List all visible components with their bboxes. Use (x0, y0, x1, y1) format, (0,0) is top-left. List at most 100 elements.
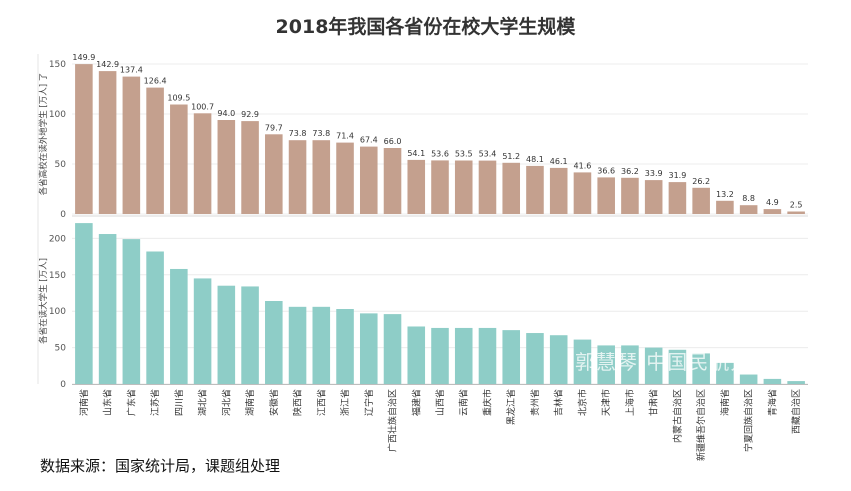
bar (288, 306, 307, 384)
data-label: 26.2 (692, 177, 710, 186)
x-tick-label: 黑龙江省 (505, 389, 517, 425)
data-label: 8.8 (742, 194, 755, 203)
y-axis-label: 各省高校在读外地学生 [万人] 了 (38, 73, 49, 196)
x-tick-label: 浙江省 (339, 389, 351, 416)
y-tick-label: 0 (60, 210, 66, 220)
data-label: 46.1 (550, 157, 568, 166)
bar (692, 187, 710, 214)
bar (170, 268, 188, 384)
x-tick-label: 江苏省 (149, 389, 161, 416)
y-tick-label: 100 (49, 307, 66, 317)
chart-title: 2018年我国各省份在校大学生规模 (275, 16, 576, 38)
data-label: 53.6 (431, 149, 449, 158)
x-tick-label: 甘肃省 (648, 389, 660, 416)
bar (621, 345, 639, 384)
data-label: 100.7 (191, 102, 214, 111)
bar (668, 182, 687, 214)
data-label: 149.9 (72, 53, 95, 62)
bar (193, 113, 212, 214)
x-tick-label: 新疆维吾尔自治区 (695, 389, 707, 461)
data-label: 4.9 (766, 198, 779, 207)
y-axis-label: 各省在读大学生 [万人] (38, 258, 49, 344)
bar (573, 172, 592, 214)
bar (241, 286, 259, 384)
bar (193, 278, 212, 384)
data-label: 48.1 (526, 155, 544, 164)
data-label: 109.5 (167, 94, 190, 103)
bar (739, 374, 758, 384)
data-label: 36.6 (597, 166, 615, 175)
bar (407, 326, 426, 384)
bar (597, 177, 615, 214)
bar (312, 306, 331, 384)
x-tick-label: 山东省 (102, 389, 114, 416)
x-tick-label: 陕西省 (292, 389, 304, 416)
bar (265, 134, 283, 214)
data-label: 2.5 (790, 201, 803, 210)
y-tick-label: 0 (60, 380, 66, 390)
bar (75, 223, 93, 384)
data-label: 36.2 (621, 167, 639, 176)
data-label: 13.2 (716, 190, 734, 199)
bar (668, 349, 687, 384)
bar (75, 64, 93, 214)
x-tick-label: 四川省 (173, 389, 185, 416)
bar (454, 160, 473, 214)
bar (763, 209, 782, 214)
bar (170, 104, 188, 214)
bar (146, 251, 164, 384)
bar (597, 345, 615, 384)
x-tick-label: 福建省 (410, 389, 422, 416)
bar (716, 362, 734, 384)
y-tick-label: 150 (49, 271, 66, 281)
x-tick-label: 江西省 (315, 389, 327, 416)
bar (478, 327, 497, 384)
data-label: 92.9 (241, 110, 259, 119)
y-tick-label: 50 (55, 160, 67, 170)
x-tick-label: 湖南省 (244, 389, 256, 416)
data-label: 53.5 (455, 150, 473, 159)
bar (763, 378, 782, 384)
data-label: 66.0 (384, 137, 402, 146)
data-label: 142.9 (96, 60, 119, 69)
data-label: 137.4 (120, 66, 143, 75)
data-label: 54.1 (407, 149, 425, 158)
data-label: 79.7 (265, 123, 283, 132)
data-label: 31.9 (669, 171, 687, 180)
bar (502, 162, 521, 214)
bar (383, 314, 402, 384)
bar (787, 211, 805, 214)
x-tick-label: 海南省 (719, 389, 731, 416)
bar (359, 146, 378, 214)
x-tick-label: 北京市 (576, 389, 588, 416)
bar (431, 327, 449, 384)
bar (621, 177, 639, 214)
bar (98, 71, 117, 214)
bar (98, 234, 117, 384)
bar (644, 347, 663, 384)
data-label: 126.4 (144, 77, 167, 86)
bar (217, 120, 236, 214)
x-tick-label: 广东省 (125, 389, 137, 416)
bar (526, 165, 544, 214)
bar (122, 76, 141, 214)
x-tick-label: 重庆市 (481, 389, 493, 416)
bar (359, 313, 378, 384)
data-source-note: 数据来源：国家统计局，课题组处理 (40, 457, 281, 475)
x-tick-label: 天津市 (600, 389, 612, 416)
bar (692, 353, 710, 384)
x-tick-label: 云南省 (458, 389, 470, 416)
x-tick-label: 贵州省 (529, 389, 541, 416)
bar (122, 239, 141, 384)
x-tick-label: 广西壮族自治区 (387, 389, 399, 452)
bar (478, 160, 497, 214)
x-tick-label: 青海省 (766, 389, 778, 416)
data-label: 53.4 (479, 150, 497, 159)
bar (739, 205, 758, 214)
x-tick-label: 河北省 (220, 389, 232, 416)
data-label: 94.0 (217, 109, 235, 118)
x-tick-label: 山西省 (434, 389, 446, 416)
x-tick-label: 吉林省 (553, 389, 565, 416)
bar (549, 167, 568, 214)
